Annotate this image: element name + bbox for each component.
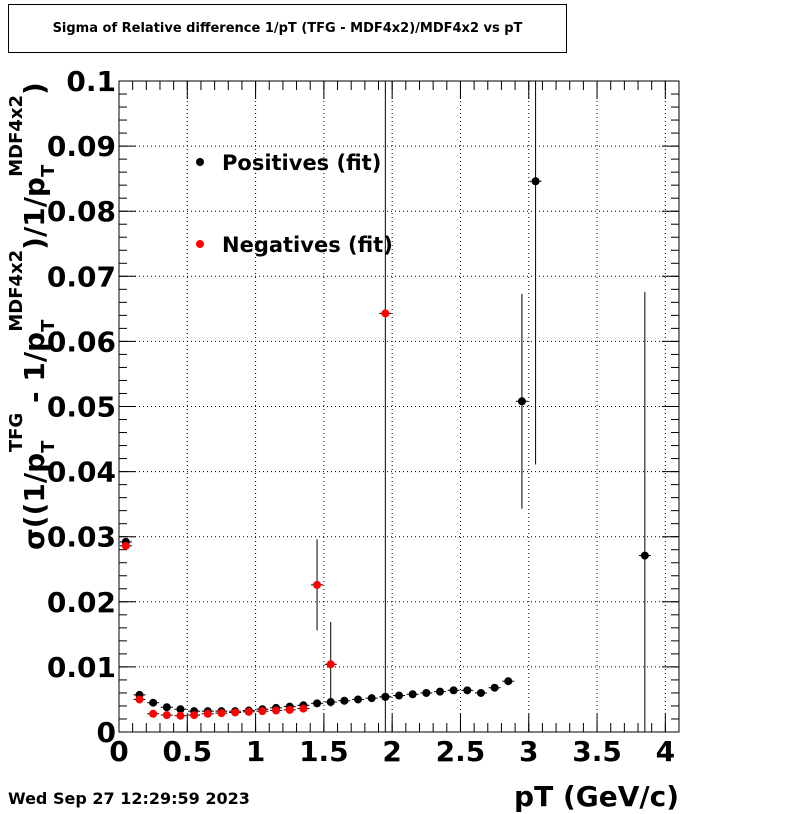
data-point — [176, 711, 185, 720]
data-point — [285, 705, 294, 714]
data-point — [313, 699, 322, 708]
x-tick-label: 3 — [519, 735, 538, 768]
y-axis-title-part: T — [38, 440, 59, 453]
data-point — [135, 695, 144, 704]
data-point — [340, 696, 349, 705]
y-axis-title: σ((1/pTTFG - 1/pTMDF4x2)/1/pTMDF4x2) — [6, 82, 59, 550]
y-tick-label: 0.1 — [66, 65, 116, 98]
data-point — [272, 706, 281, 715]
data-point — [354, 695, 363, 704]
x-tick-label: 2.5 — [436, 735, 486, 768]
y-tick-label: 0.06 — [47, 325, 116, 358]
data-point — [395, 691, 403, 700]
y-tick-labels: 0 0.01 0.02 0.03 0.04 0.05 0.06 0.07 0.08 0.09 0.1 — [47, 65, 116, 749]
data-point — [490, 683, 499, 692]
y-axis-title-part: T — [38, 164, 59, 177]
y-axis-title-part: )/1/p — [18, 177, 51, 250]
y-axis-title-part: MDF4x2 — [6, 95, 27, 177]
y-tick-label: 0 — [97, 716, 116, 749]
timestamp: Wed Sep 27 12:29:59 2023 — [8, 789, 250, 808]
chart-title: Sigma of Relative difference 1/pT (TFG -… — [8, 4, 567, 53]
x-tick-labels: 0 0.5 1 1.5 2 2.5 3 3.5 4 — [109, 735, 675, 768]
data-point — [162, 711, 171, 720]
x-tick-label: 4 — [656, 735, 675, 768]
data-point — [381, 692, 390, 701]
data-point — [313, 580, 322, 589]
data-point — [299, 704, 308, 713]
series-negatives — [119, 309, 392, 720]
data-point — [476, 688, 485, 697]
legend-label-positives: Positives (fit) — [222, 151, 381, 175]
y-tick-label: 0.08 — [47, 195, 116, 228]
x-tick-label: 2 — [382, 735, 401, 768]
x-tick-label: 3.5 — [572, 735, 622, 768]
data-point — [217, 709, 226, 718]
data-point — [463, 686, 472, 695]
data-point — [190, 711, 199, 720]
y-tick-label: 0.09 — [47, 130, 116, 163]
y-tick-label: 0.04 — [47, 456, 116, 489]
data-point — [449, 686, 458, 695]
axis-ticks — [118, 80, 680, 733]
grid-lines — [119, 81, 679, 732]
y-tick-label: 0.07 — [47, 260, 116, 293]
legend: Positives (fit) Negatives (fit) — [196, 151, 393, 257]
x-tick-label: 0.5 — [162, 735, 212, 768]
data-point — [640, 551, 649, 560]
legend-marker-negatives — [196, 240, 204, 248]
data-point — [149, 709, 158, 718]
data-point — [121, 541, 130, 550]
data-point — [381, 309, 390, 318]
data-point — [162, 703, 171, 712]
y-axis-title-part: σ((1/p — [18, 453, 51, 550]
legend-marker-positives — [196, 158, 204, 166]
data-point — [244, 707, 253, 716]
svg-text:σ((1/pTTFG - 1/pTMDF4x2)/1/pTM: σ((1/pTTFG - 1/pTMDF4x2)/1/pTMDF4x2) — [6, 82, 59, 550]
y-axis-title-part: MDF4x2 — [6, 250, 27, 332]
data-point — [408, 690, 417, 699]
data-point — [504, 677, 513, 686]
data-point — [517, 397, 526, 406]
y-axis-title-part: ) — [18, 82, 51, 95]
data-point — [367, 694, 376, 703]
data-point — [326, 660, 335, 669]
y-axis-title-part: TFG — [6, 413, 27, 452]
data-point — [531, 177, 540, 186]
x-tick-label: 1 — [246, 735, 265, 768]
y-axis-title-part: T — [38, 319, 59, 332]
x-tick-label: 1.5 — [299, 735, 349, 768]
y-tick-label: 0.01 — [47, 651, 116, 684]
data-point — [435, 687, 444, 696]
data-point — [422, 688, 431, 697]
chart-title-text: Sigma of Relative difference 1/pT (TFG -… — [52, 21, 523, 36]
data-series — [119, 81, 651, 732]
data-point — [149, 698, 158, 707]
data-point — [258, 707, 267, 716]
x-tick-label: 0 — [109, 735, 128, 768]
data-point — [231, 708, 240, 717]
data-point — [203, 709, 212, 718]
x-axis-title: pT (GeV/c) — [514, 780, 679, 813]
y-axis-title-part: - 1/p — [18, 332, 51, 413]
y-tick-label: 0.05 — [47, 391, 116, 424]
y-tick-label: 0.02 — [47, 586, 116, 619]
y-tick-label: 0.03 — [47, 521, 116, 554]
legend-label-negatives: Negatives (fit) — [222, 233, 393, 257]
data-point — [176, 705, 185, 714]
